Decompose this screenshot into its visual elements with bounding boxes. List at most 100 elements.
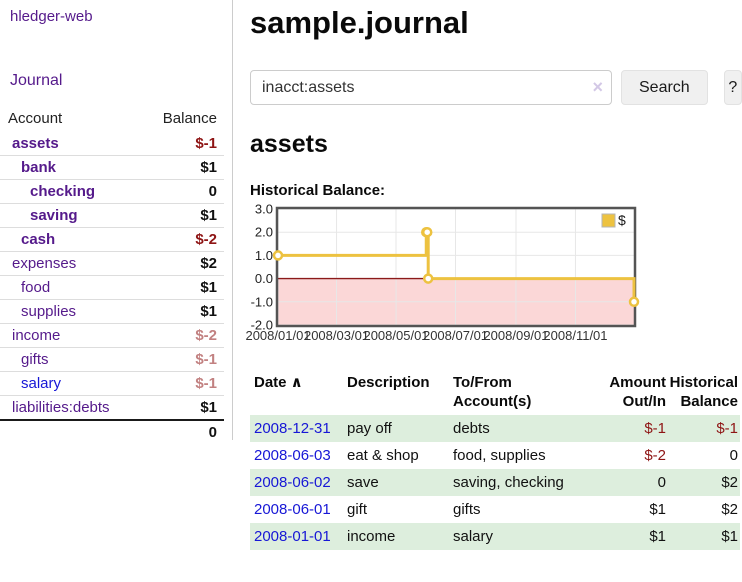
account-link[interactable]: food [21,279,51,296]
x-axis-tick-label: 2008/03/01 [304,328,369,343]
chart-svg: $3.0 2.0 1.0 0.0 -1.0 -2.02008/01/012008/03/0… [245,202,640,343]
sidebar-item-journal[interactable]: Journal [10,72,63,89]
transaction-date-link[interactable]: 2008-06-01 [254,501,331,518]
account-column-header: Account [8,110,63,127]
transaction-description: pay off [347,420,392,437]
transaction-row: 2008-12-31 pay off debts $-1 $-1 [250,415,740,442]
account-link[interactable]: bank [21,159,57,176]
sort-ascending-icon[interactable]: ∧ [286,374,303,391]
transaction-row: 2008-01-01 income salary $1 $1 [250,523,740,550]
accounts-table: Account Balance assets $-1 bank $1 checking 0… [0,106,224,444]
transaction-accounts: debts [453,420,490,437]
legend-swatch [601,213,616,228]
transaction-date-link[interactable]: 2008-06-03 [254,447,331,464]
x-axis-tick-label: 2008/09/01 [483,328,548,343]
transaction-amount: $-1 [644,420,666,437]
help-button[interactable]: ? [723,70,742,105]
transaction-date-link[interactable]: 2008-12-31 [254,420,331,437]
account-balance: $1 [200,303,217,320]
transaction-accounts: salary [453,528,494,545]
transaction-balance: $2 [721,501,738,518]
data-point-marker [422,273,434,284]
balance-chart: $3.0 2.0 1.0 0.0 -1.0 -2.0 2008/01/01 2008/03/0… [245,202,690,349]
register-column-header: Historical Balance [669,374,738,410]
account-link[interactable]: cash [21,231,56,248]
data-point-marker [272,250,284,261]
register-rows: 2008-12-31 pay off debts $-1 $-1 2008-06-03 ea… [250,415,740,550]
accounts-total-value: 0 [208,424,217,441]
account-balance: $2 [200,255,217,272]
account-row: supplies $1 [0,299,224,324]
account-row: assets $-1 [0,132,224,156]
account-link[interactable]: expenses [12,255,77,272]
brand-link[interactable]: hledger-web [10,8,93,25]
account-link[interactable]: saving [30,207,78,224]
register-header-row: Date ∧ Description To/From Account(s) Amoun… [250,371,740,415]
transaction-description: eat & shop [347,447,419,464]
account-row: bank $1 [0,155,224,180]
transaction-description: income [347,528,396,545]
y-axis-tick-label: 0.0 [255,271,273,286]
account-row: food $1 [0,275,224,300]
transaction-date-link[interactable]: 2008-06-02 [254,474,331,491]
data-point-marker [628,296,640,308]
x-axis-tick-label: 2008/05/01 [363,328,428,343]
account-balance: $1 [200,207,217,224]
transaction-row: 2008-06-01 gift gifts $1 $2 [250,496,740,523]
account-link[interactable]: income [12,327,61,344]
account-row: saving $1 [0,203,224,228]
account-link[interactable]: checking [30,183,96,200]
account-row: salary $-1 [0,371,224,396]
account-link[interactable]: assets [12,135,59,152]
account-link[interactable]: liabilities:debts [12,399,110,416]
plot-border [275,206,637,328]
clear-search-icon[interactable]: × [592,77,603,97]
search-form: × Search ? [250,70,742,105]
transaction-amount: $-2 [644,447,666,464]
transaction-amount: 0 [657,474,666,491]
accounts-table-header: Account Balance [0,106,224,132]
y-axis-tick-label: -1.0 [251,294,273,309]
sidebar: hledger-web Journal Account Balance asse… [0,0,233,441]
transaction-description: save [347,474,379,491]
y-axis-tick-label: 1.0 [255,248,273,263]
transaction-accounts: saving, checking [453,474,564,491]
main-content: sample.journal × Search ? assets Histori… [245,0,742,550]
account-row: income $-2 [0,323,224,348]
account-balance: $1 [200,159,217,176]
account-balance: 0 [208,183,217,200]
y-axis-tick-label: 3.0 [255,202,273,217]
account-row: checking 0 [0,179,224,204]
x-axis-tick-label: 2008/11/01 [543,328,607,343]
search-input[interactable] [250,70,612,105]
transaction-date-link[interactable]: 2008-01-01 [254,528,331,545]
account-balance: $-1 [195,351,217,368]
transaction-balance: 0 [729,447,738,464]
transaction-row: 2008-06-02 save saving, checking 0 $2 [250,469,740,496]
account-balance: $-1 [195,375,217,392]
page-title: sample.journal [250,5,469,40]
search-button[interactable]: Search [621,70,708,105]
transaction-accounts: gifts [453,501,481,518]
account-row: liabilities:debts $1 [0,395,224,421]
account-link[interactable]: gifts [21,351,49,368]
register-table: Date ∧ Description To/From Account(s) Amoun… [250,371,740,550]
sidebar-account-rows: assets $-1 bank $1 checking 0 saving $1 cash $-2 e… [0,132,224,444]
register-column-header: Amount Out/In [609,374,666,410]
transaction-accounts: food, supplies [453,447,546,464]
account-link[interactable]: salary [21,375,62,392]
account-link[interactable]: supplies [21,303,77,320]
account-balance: $-2 [195,231,217,248]
transaction-balance: $2 [721,474,738,491]
balance-column-header: Balance [162,110,217,127]
y-axis-tick-label: 2.0 [255,225,273,240]
y-axis-tick-label: -2.0 [251,318,273,333]
x-axis-tick-label: 2008/07/01 [423,328,488,343]
transaction-description: gift [347,501,368,518]
account-balance: $-1 [195,135,217,152]
account-balance: $1 [200,279,217,296]
transaction-amount: $1 [649,501,666,518]
account-heading: assets [250,130,328,158]
register-column-header[interactable]: Date ∧ [254,374,303,391]
register-column-header: Description [347,374,430,391]
